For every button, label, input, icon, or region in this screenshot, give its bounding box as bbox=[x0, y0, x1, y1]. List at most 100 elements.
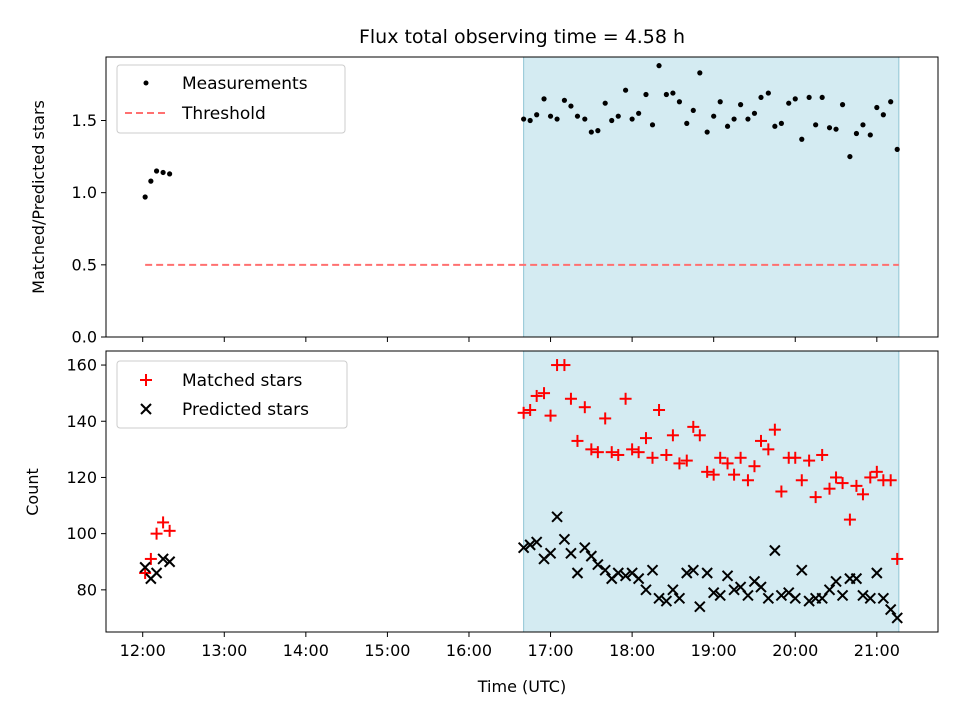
bottom-point-matched-stars bbox=[728, 468, 741, 481]
top-point-measurements bbox=[160, 169, 166, 176]
bottom-point-matched-stars bbox=[524, 404, 537, 417]
top-legend: Measurements Threshold bbox=[116, 64, 346, 134]
top-point-measurements bbox=[582, 116, 588, 122]
x-tick-label: 14:00 bbox=[283, 641, 329, 660]
top-point-measurements bbox=[527, 117, 533, 124]
bottom-point-predicted-stars bbox=[728, 584, 740, 596]
top-point-measurements bbox=[751, 110, 758, 116]
bottom-point-matched-stars bbox=[564, 392, 577, 405]
legend-matched-stars-marker bbox=[140, 374, 152, 386]
bottom-point-matched-stars bbox=[666, 429, 679, 442]
x-axis-label: Time (UTC) bbox=[477, 677, 566, 696]
bottom-point-matched-stars bbox=[864, 471, 877, 484]
bottom-point-predicted-stars bbox=[857, 589, 869, 602]
top-point-measurements bbox=[554, 116, 560, 122]
top-point-measurements bbox=[745, 116, 751, 122]
bottom-point-predicted-stars bbox=[599, 564, 611, 576]
bottom-point-matched-stars bbox=[599, 412, 612, 425]
bottom-point-predicted-stars bbox=[850, 572, 863, 585]
top-point-measurements bbox=[636, 110, 642, 116]
bottom-point-predicted-stars bbox=[687, 564, 700, 576]
top-point-measurements bbox=[676, 99, 683, 105]
top-point-measurements bbox=[595, 128, 601, 134]
bottom-point-matched-stars bbox=[843, 513, 856, 526]
bottom-point-matched-stars bbox=[139, 566, 152, 579]
top-point-measurements bbox=[833, 126, 839, 132]
bottom-axes-frame bbox=[105, 350, 939, 633]
top-point-measurements bbox=[534, 112, 540, 118]
bottom-point-predicted-stars bbox=[667, 584, 679, 596]
bottom-point-predicted-stars bbox=[150, 567, 163, 579]
bottom-point-predicted-stars bbox=[721, 570, 734, 582]
bottom-point-predicted-stars bbox=[864, 592, 877, 604]
top-point-measurements bbox=[758, 94, 764, 101]
bottom-observing-window bbox=[523, 350, 900, 633]
x-tick-label: 17:00 bbox=[527, 641, 573, 660]
bottom-y-tick-label: 80 bbox=[77, 580, 97, 599]
bottom-point-matched-stars bbox=[707, 468, 720, 481]
bottom-point-matched-stars bbox=[795, 474, 808, 487]
top-point-measurements bbox=[806, 94, 812, 101]
top-point-measurements bbox=[847, 153, 853, 160]
bottom-y-tick-label: 120 bbox=[66, 468, 97, 487]
top-point-measurements bbox=[142, 194, 148, 200]
bottom-point-predicted-stars bbox=[517, 541, 530, 554]
bottom-point-matched-stars bbox=[585, 443, 598, 456]
top-point-measurements bbox=[690, 107, 696, 114]
bottom-point-predicted-stars bbox=[681, 567, 693, 579]
bottom-point-predicted-stars bbox=[789, 592, 801, 604]
bottom-point-predicted-stars bbox=[571, 567, 584, 579]
bottom-point-predicted-stars bbox=[714, 589, 726, 602]
bottom-y-tick-label: 140 bbox=[66, 412, 97, 431]
bottom-point-matched-stars bbox=[754, 434, 767, 447]
top-point-measurements bbox=[894, 146, 900, 152]
bottom-point-matched-stars bbox=[163, 524, 176, 537]
top-observing-window bbox=[523, 56, 900, 338]
bottom-point-matched-stars bbox=[571, 434, 584, 447]
bottom-legend: Matched stars Predicted stars bbox=[116, 360, 348, 429]
top-point-measurements bbox=[629, 116, 635, 122]
bottom-point-matched-stars bbox=[150, 527, 163, 540]
bottom-point-matched-stars bbox=[836, 477, 849, 490]
top-y-axis-label: Matched/Predicted stars bbox=[29, 100, 48, 294]
chart-title: Flux total observing time = 4.58 h bbox=[359, 26, 685, 48]
bottom-point-matched-stars bbox=[619, 392, 632, 405]
top-point-measurements bbox=[541, 96, 547, 102]
top-point-measurements bbox=[547, 113, 554, 119]
top-point-measurements bbox=[622, 87, 629, 93]
top-point-measurements bbox=[724, 123, 731, 129]
bottom-point-predicted-stars bbox=[769, 544, 781, 557]
bottom-point-matched-stars bbox=[693, 429, 706, 442]
bottom-point-matched-stars bbox=[775, 485, 788, 498]
top-point-measurements bbox=[615, 113, 621, 119]
legend-measurements-label: Measurements bbox=[182, 74, 308, 94]
bottom-point-matched-stars bbox=[714, 451, 727, 464]
bottom-point-predicted-stars bbox=[796, 564, 808, 576]
bottom-point-predicted-stars bbox=[660, 595, 673, 607]
bottom-point-predicted-stars bbox=[585, 550, 598, 562]
bottom-point-predicted-stars bbox=[755, 581, 767, 593]
bottom-point-predicted-stars bbox=[612, 567, 624, 579]
bottom-point-predicted-stars bbox=[139, 561, 151, 574]
top-point-measurements bbox=[792, 96, 798, 102]
bottom-point-predicted-stars bbox=[579, 541, 591, 554]
bottom-y-tick-label: 100 bbox=[66, 524, 97, 543]
bottom-point-matched-stars bbox=[653, 404, 666, 417]
bottom-point-predicted-stars bbox=[830, 575, 842, 588]
bottom-point-matched-stars bbox=[612, 448, 625, 461]
top-point-measurements bbox=[609, 117, 615, 124]
bottom-point-matched-stars bbox=[870, 465, 883, 478]
top-point-measurements bbox=[602, 100, 608, 106]
bottom-point-predicted-stars bbox=[701, 567, 713, 579]
bottom-point-predicted-stars bbox=[163, 556, 176, 568]
top-point-measurements bbox=[717, 99, 723, 105]
top-point-measurements bbox=[643, 91, 649, 98]
bottom-point-matched-stars bbox=[816, 448, 829, 461]
bottom-point-predicted-stars bbox=[742, 589, 754, 602]
top-point-measurements bbox=[167, 171, 173, 177]
top-axes-frame bbox=[105, 56, 939, 338]
bottom-point-matched-stars bbox=[856, 488, 869, 501]
bottom-point-predicted-stars bbox=[565, 547, 577, 560]
top-point-measurements bbox=[704, 129, 710, 135]
